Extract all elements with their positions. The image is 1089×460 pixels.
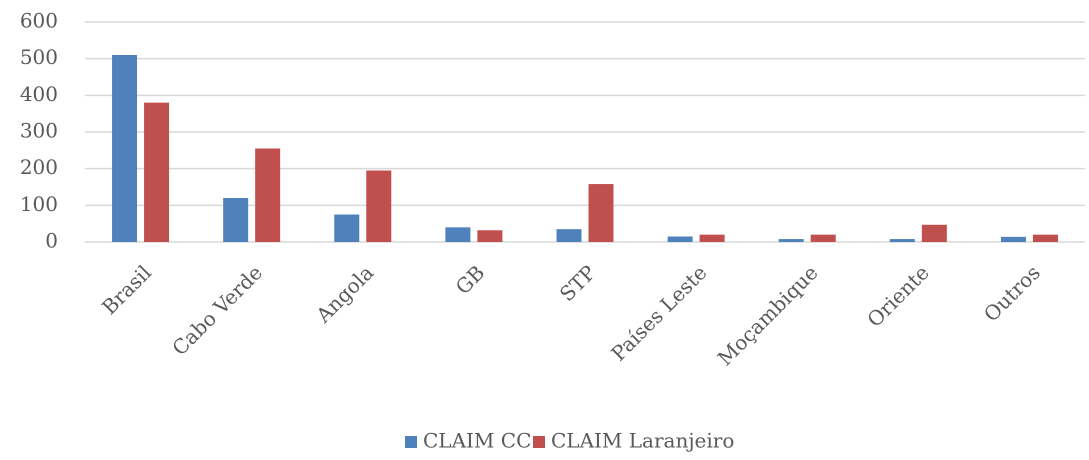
y-tick-label: 500 bbox=[20, 45, 58, 69]
legend-label: CLAIM CC bbox=[423, 429, 531, 453]
bar bbox=[921, 224, 947, 242]
y-tick-label: 300 bbox=[20, 119, 58, 143]
y-tick-label: 600 bbox=[20, 9, 58, 33]
x-tick-label: Angola bbox=[311, 260, 379, 328]
bar bbox=[556, 229, 582, 242]
bar bbox=[778, 239, 804, 242]
bar bbox=[255, 148, 281, 242]
x-tick-label: Oriente bbox=[862, 260, 933, 331]
bar bbox=[144, 102, 170, 243]
legend-swatch bbox=[533, 436, 545, 448]
bar bbox=[667, 236, 693, 242]
bar bbox=[112, 55, 138, 242]
bar bbox=[699, 234, 725, 242]
x-tick-label: Países Leste bbox=[606, 260, 711, 365]
x-tick-label: Cabo Verde bbox=[167, 260, 267, 360]
x-tick-label: Outros bbox=[979, 260, 1045, 326]
legend-swatch bbox=[405, 436, 417, 448]
bar bbox=[1032, 234, 1058, 242]
x-tick-label: Brasil bbox=[97, 260, 156, 319]
bar bbox=[889, 239, 915, 242]
x-tick-label: GB bbox=[451, 260, 490, 299]
y-tick-label: 0 bbox=[45, 229, 58, 253]
x-tick-label: STP bbox=[555, 260, 601, 306]
bar bbox=[588, 184, 614, 242]
bar bbox=[810, 234, 836, 242]
legend-label: CLAIM Laranjeiro bbox=[551, 429, 734, 453]
bar bbox=[366, 170, 392, 242]
y-tick-label: 200 bbox=[20, 155, 58, 179]
bar bbox=[477, 230, 503, 242]
bar bbox=[223, 198, 249, 242]
bar bbox=[1000, 236, 1026, 242]
y-tick-label: 400 bbox=[20, 82, 58, 106]
bar bbox=[445, 227, 471, 242]
x-tick-label: Moçambique bbox=[713, 260, 823, 370]
y-tick-label: 100 bbox=[20, 192, 58, 216]
bar bbox=[334, 214, 360, 242]
